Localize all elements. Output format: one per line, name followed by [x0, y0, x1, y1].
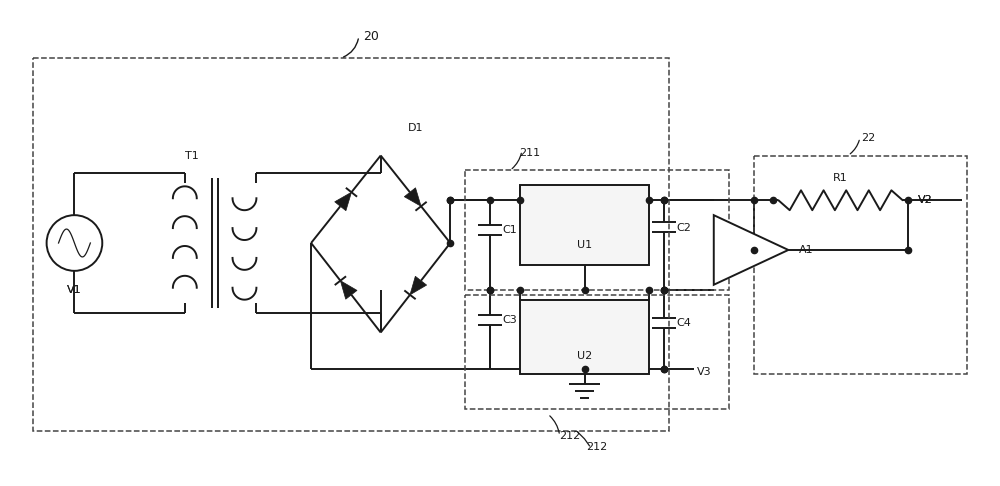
Bar — [754, 156, 967, 374]
Text: U1: U1 — [577, 240, 592, 250]
Polygon shape — [410, 276, 427, 295]
Text: A1: A1 — [799, 245, 814, 255]
Text: T1: T1 — [185, 151, 199, 160]
Text: 211: 211 — [519, 148, 540, 157]
Polygon shape — [714, 215, 788, 285]
Text: C1: C1 — [503, 225, 517, 235]
Text: 20: 20 — [363, 30, 379, 43]
Bar — [520, 185, 649, 265]
Text: R1: R1 — [833, 174, 848, 183]
Text: C2: C2 — [677, 223, 691, 233]
Text: V1: V1 — [67, 285, 82, 295]
Text: V1: V1 — [67, 285, 82, 295]
Text: 212: 212 — [559, 431, 580, 441]
Polygon shape — [404, 188, 421, 206]
Polygon shape — [340, 281, 357, 299]
Text: C3: C3 — [503, 314, 517, 325]
Bar — [33, 58, 669, 431]
Text: C4: C4 — [677, 317, 691, 328]
Text: 212: 212 — [586, 442, 607, 452]
Bar — [520, 300, 649, 374]
Text: V2: V2 — [918, 195, 933, 205]
Text: V2: V2 — [918, 195, 933, 205]
Text: U2: U2 — [577, 351, 592, 362]
Text: 22: 22 — [861, 133, 875, 142]
Polygon shape — [335, 192, 351, 211]
Text: D1: D1 — [408, 122, 423, 133]
Text: V3: V3 — [697, 367, 711, 377]
Bar — [465, 171, 729, 290]
Bar — [465, 295, 729, 409]
